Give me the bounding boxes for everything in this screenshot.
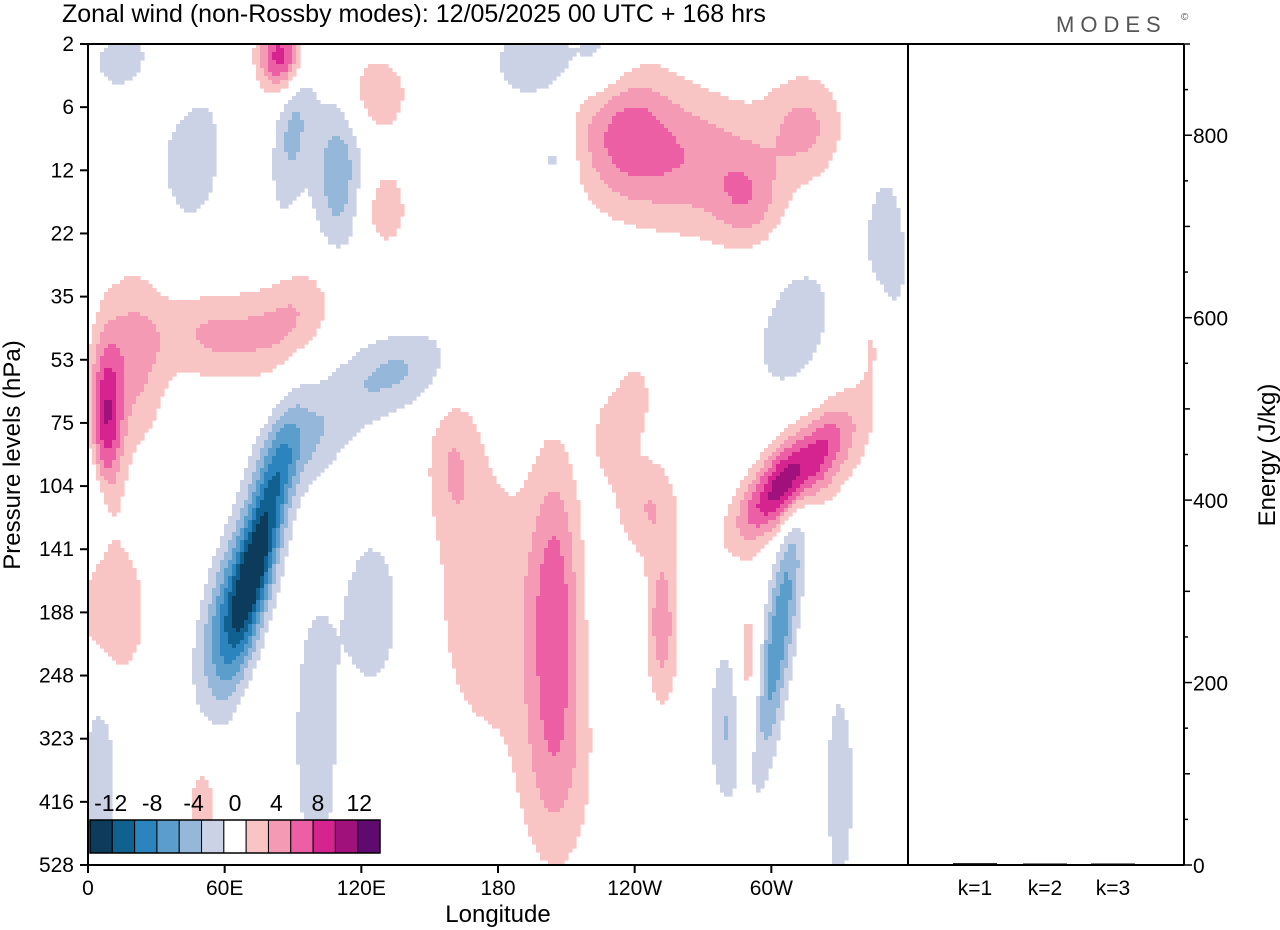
x-tick-label: 120E [337, 877, 386, 900]
x-tick-label: 0 [82, 877, 94, 900]
x-axis-ticks: 0 60E 120E 180 120W 60W [82, 865, 793, 900]
y-axis-ticks: 2 6 12 22 35 53 75 104 141 188 248 323 416 528 [39, 33, 88, 877]
energy-bar-label: k=1 [958, 877, 992, 900]
wind-contour-field [88, 44, 905, 865]
x-axis-label: Longitude [445, 901, 550, 928]
y-axis-label: Pressure levels (hPa) [0, 340, 26, 569]
colorbar-swatch [312, 819, 336, 854]
y-tick-label: 35 [51, 286, 74, 309]
colorbar-label: 4 [270, 790, 283, 816]
colorbar-swatch [357, 819, 381, 854]
y-tick-label: 528 [39, 854, 74, 877]
y-tick-label: 2 [62, 33, 74, 56]
chart-title: Zonal wind (non-Rossby modes): 12/05/202… [62, 0, 766, 28]
colorbar-swatch [178, 819, 203, 854]
colorbar-label: -12 [94, 790, 127, 816]
colorbar-swatch [89, 819, 113, 854]
colorbar-frame [89, 819, 381, 854]
x-tick-label: 120W [607, 877, 662, 900]
energy-bar [1023, 863, 1067, 865]
y-tick-label: 416 [39, 791, 74, 814]
logo-mark: © [1181, 12, 1189, 23]
y-tick-label: 6 [62, 96, 74, 119]
colorbar-swatch [245, 819, 269, 854]
y-tick-label: 104 [39, 475, 74, 498]
x-tick-label: 60W [750, 877, 793, 900]
energy-panel: 0 200 400 600 800 k=1 k=2 k=3 [907, 43, 1228, 900]
energy-bar [953, 863, 997, 865]
energy-bar [1091, 863, 1135, 865]
colorbar-swatch [290, 819, 314, 854]
energy-bar-label: k=2 [1028, 877, 1062, 900]
colorbar-swatch [223, 819, 247, 854]
energy-tick-label: 0 [1193, 855, 1205, 878]
colorbar-swatch [156, 819, 180, 854]
energy-tick-label: 800 [1193, 125, 1228, 148]
y-tick-label: 188 [39, 601, 74, 624]
colorbar-swatch [267, 819, 292, 854]
y-tick-label: 53 [51, 349, 74, 372]
x-tick-label: 60E [206, 877, 243, 900]
colorbar: -12 -8 -4 0 4 8 12 [89, 790, 381, 854]
y-tick-label: 248 [39, 665, 74, 688]
colorbar-label: 12 [346, 790, 372, 816]
modes-logo: MODES [1056, 12, 1167, 37]
colorbar-swatch [334, 819, 359, 854]
y-tick-label: 323 [39, 728, 74, 751]
energy-tick-label: 200 [1193, 673, 1228, 696]
y-tick-label: 75 [51, 412, 74, 435]
colorbar-swatch [111, 819, 136, 854]
energy-bar-label: k=3 [1096, 877, 1130, 900]
colorbar-label: 0 [229, 790, 242, 816]
y-tick-label: 141 [39, 538, 74, 561]
colorbar-label: 8 [311, 790, 324, 816]
y-tick-label: 22 [51, 222, 74, 245]
y-tick-label: 12 [51, 159, 74, 182]
energy-tick-label: 400 [1193, 490, 1228, 513]
x-tick-label: 180 [480, 877, 515, 900]
energy-tick-label: 600 [1193, 308, 1228, 331]
colorbar-swatch [201, 819, 225, 854]
colorbar-label: -4 [183, 790, 204, 816]
colorbar-swatch [134, 819, 158, 854]
colorbar-label: -8 [142, 790, 162, 816]
energy-axis-label: Energy (J/kg) [1254, 384, 1280, 527]
